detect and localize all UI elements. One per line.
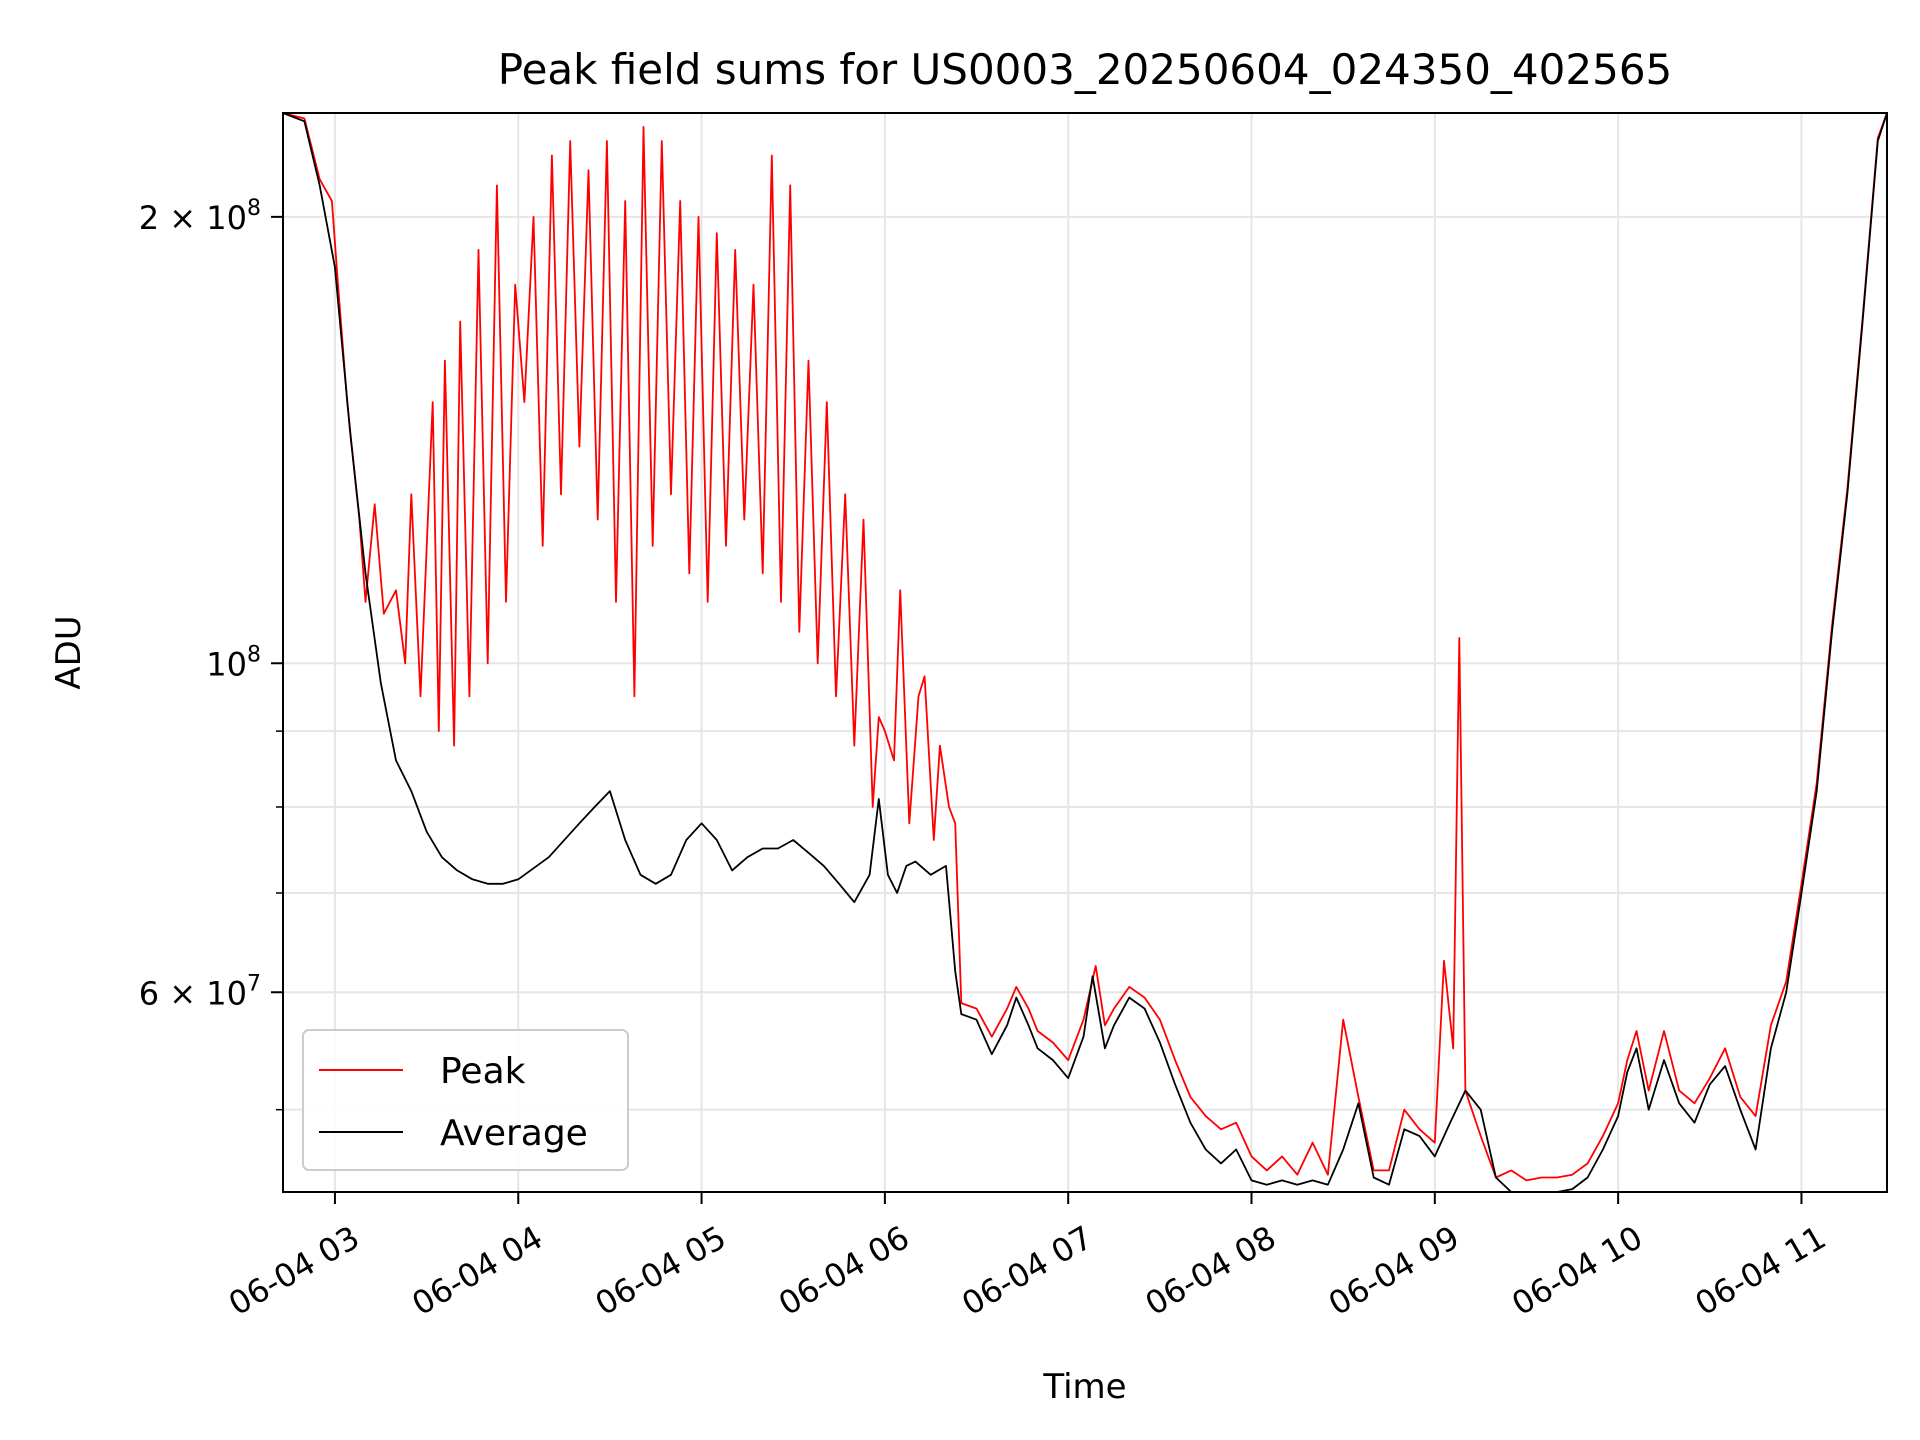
y-tick-exponent: 8 xyxy=(247,196,261,221)
y-axis-label: ADU xyxy=(49,615,89,689)
series-line-average xyxy=(283,113,1887,1192)
x-axis-label: Time xyxy=(1042,1367,1126,1407)
y-tick-mantissa: 6 × 10 xyxy=(139,974,247,1012)
y-tick-label: 6 × 107 xyxy=(139,971,261,1012)
chart-title: Peak field sums for US0003_20250604_0243… xyxy=(498,45,1673,94)
y-tick-label: 2 × 108 xyxy=(139,196,261,237)
y-tick-mantissa: 2 × 10 xyxy=(139,199,247,237)
y-tick-label: 108 xyxy=(206,642,261,683)
grid-lines xyxy=(283,113,1887,1192)
legend-label-peak: Peak xyxy=(440,1051,526,1092)
y-tick-exponent: 7 xyxy=(247,971,261,996)
plot-area-frame xyxy=(282,112,1888,1193)
legend-box xyxy=(302,1029,629,1171)
y-tick-exponent: 8 xyxy=(247,642,261,667)
legend: Peak Average xyxy=(302,1029,629,1171)
legend-label-average: Average xyxy=(440,1113,588,1154)
y-tick-mantissa: 10 xyxy=(206,645,247,683)
plot-series xyxy=(283,113,1887,1192)
series-line-peak xyxy=(283,113,1887,1182)
